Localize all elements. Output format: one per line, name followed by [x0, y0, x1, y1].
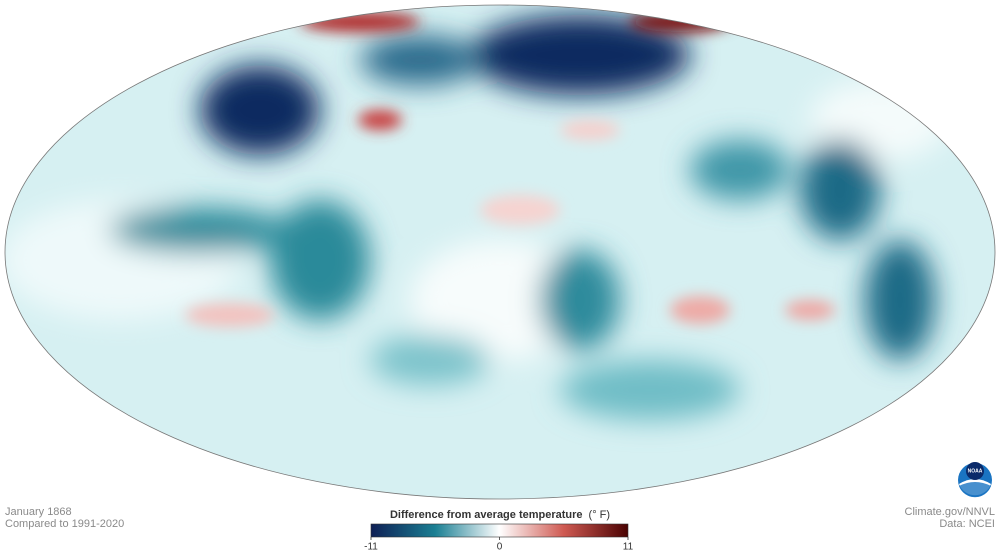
- colorbar-tick-label: -11: [364, 542, 378, 553]
- legend-title: Difference from average temperature (° F): [390, 509, 610, 521]
- source-label: Climate.gov/NNVL: [905, 506, 995, 518]
- colorbar: [370, 523, 629, 538]
- anomaly-map: [5, 5, 995, 499]
- map-outline: [4, 4, 996, 500]
- data-label: Data: NCEI: [939, 518, 995, 530]
- legend-unit: (° F): [589, 509, 611, 521]
- baseline-label: Compared to 1991-2020: [5, 518, 124, 530]
- noaa-logo: NOAA: [958, 462, 992, 498]
- legend-title-text: Difference from average temperature: [390, 509, 583, 521]
- date-label: January 1868: [5, 506, 72, 518]
- logo-text: NOAA: [968, 468, 983, 474]
- colorbar-tick-label: 11: [623, 542, 634, 553]
- colorbar-tick-label: 0: [497, 542, 503, 553]
